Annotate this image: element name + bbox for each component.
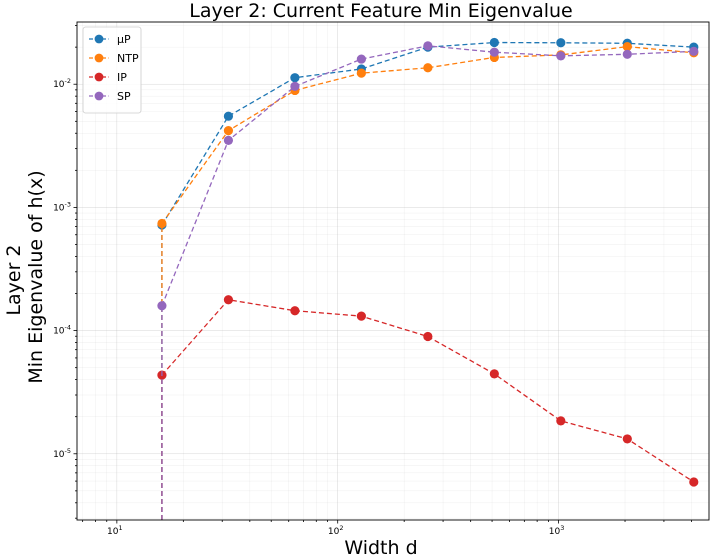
x-tick-exp: 3 — [560, 524, 564, 532]
legend-item-ip: IP — [89, 71, 127, 84]
series-ip-point — [356, 311, 366, 321]
series-ip-point — [290, 306, 300, 316]
y-tick-exp: -5 — [65, 447, 71, 455]
legend-label: SP — [117, 90, 131, 103]
y-tick-label: 10-3 — [53, 200, 71, 213]
x-tick-exp: 1 — [119, 524, 123, 532]
plot-area — [76, 21, 710, 521]
series-ntp-point — [423, 63, 433, 73]
x-tick-label: 102 — [328, 524, 344, 537]
series-mup-line — [161, 41, 694, 226]
x-axis-label: Width d — [344, 537, 417, 557]
series-sp-point — [223, 135, 234, 145]
series-sp-point — [157, 301, 167, 311]
series-sp-point — [622, 49, 632, 59]
series-sp-point — [689, 46, 699, 56]
y-tick-exp: -4 — [65, 324, 71, 332]
series-ip — [157, 295, 699, 520]
series-ip-point — [223, 295, 234, 305]
legend-item-sp: SP — [89, 90, 131, 103]
y-tick-base: 10 — [53, 327, 65, 337]
x-tick-label: 101 — [107, 524, 123, 537]
legend-item-mup: μP — [89, 33, 131, 46]
series-mup-point — [489, 37, 499, 48]
legend-box — [82, 26, 142, 114]
y-tick-base: 10 — [53, 450, 65, 460]
series-ntp — [157, 42, 699, 520]
series-sp-line — [161, 45, 694, 307]
x-tick-base: 10 — [549, 527, 561, 537]
legend-swatch-marker — [94, 91, 104, 101]
y-tick-exp: -2 — [65, 77, 71, 85]
y-tick-exp: -3 — [65, 200, 71, 208]
chart-title: Layer 2: Current Feature Min Eigenvalue — [189, 0, 573, 22]
series-sp-point — [356, 54, 366, 64]
series-mup — [157, 37, 699, 520]
series-sp — [157, 41, 699, 520]
series-ip-point — [622, 434, 632, 444]
series-mup-point — [223, 111, 234, 121]
legend-swatch-marker — [94, 34, 104, 44]
series-sp-point — [489, 47, 499, 57]
y-tick-base: 10 — [53, 80, 65, 90]
legend-swatch-marker — [94, 53, 104, 63]
series-ntp-line — [161, 45, 694, 224]
series-sp-point — [423, 41, 433, 51]
x-tick-base: 10 — [107, 527, 119, 537]
series-ip-point — [689, 477, 699, 487]
y-tick-label: 10-5 — [53, 447, 71, 460]
y-axis-label: Layer 2 Min Eigenvalue of h(x) — [3, 170, 47, 383]
series-ntp-point — [223, 126, 234, 136]
legend: μP NTP IP SP — [82, 26, 142, 114]
series-ip-point — [489, 369, 499, 379]
y-tick-label: 10-4 — [53, 324, 71, 337]
series-ntp-point — [622, 42, 632, 52]
series-mup-point — [556, 38, 566, 48]
x-tick-base: 10 — [328, 527, 340, 537]
series-ip-point — [556, 416, 566, 426]
legend-swatch-marker — [94, 72, 104, 82]
series-ip-point — [423, 331, 433, 342]
y-axis-label-line2: Min Eigenvalue of h(x) — [25, 170, 47, 383]
series-sp-point — [290, 81, 300, 92]
series-sp-point — [556, 51, 566, 61]
y-axis-label-line1: Layer 2 — [3, 244, 25, 315]
series-ip-line — [161, 299, 695, 483]
series-mup-point — [290, 73, 300, 83]
legend-item-ntp: NTP — [89, 52, 139, 65]
series-ntp-point — [356, 68, 366, 78]
y-tick-label: 10-2 — [53, 77, 71, 90]
series-ntp-point — [157, 218, 167, 229]
x-tick-label: 103 — [549, 524, 565, 537]
y-tick-base: 10 — [53, 203, 65, 213]
x-tick-exp: 2 — [339, 524, 343, 532]
legend-label: NTP — [117, 52, 139, 65]
legend-label: μP — [117, 33, 131, 46]
legend-label: IP — [117, 71, 127, 84]
